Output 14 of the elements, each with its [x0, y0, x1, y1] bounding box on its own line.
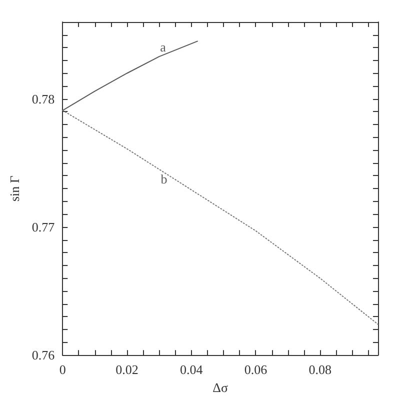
line-series: [62, 110, 378, 325]
x-tick-label: 0.02: [116, 362, 138, 378]
y-tick-label: 0.77: [32, 219, 56, 234]
y-tick-label: 0.76: [32, 348, 56, 363]
y-axis-title: sin Γ: [7, 175, 22, 202]
line-series: [62, 40, 198, 111]
annotation: a: [160, 39, 166, 54]
x-axis-title: Δσ: [212, 380, 228, 395]
y-tick-label: 0.78: [32, 91, 55, 106]
annotation: b: [160, 172, 168, 187]
x-tick-label: 0: [59, 362, 66, 378]
x-tick-label: 0.06: [244, 362, 268, 378]
x-tick-label: 0.08: [308, 362, 332, 378]
x-tick-label: 0.04: [180, 362, 204, 378]
